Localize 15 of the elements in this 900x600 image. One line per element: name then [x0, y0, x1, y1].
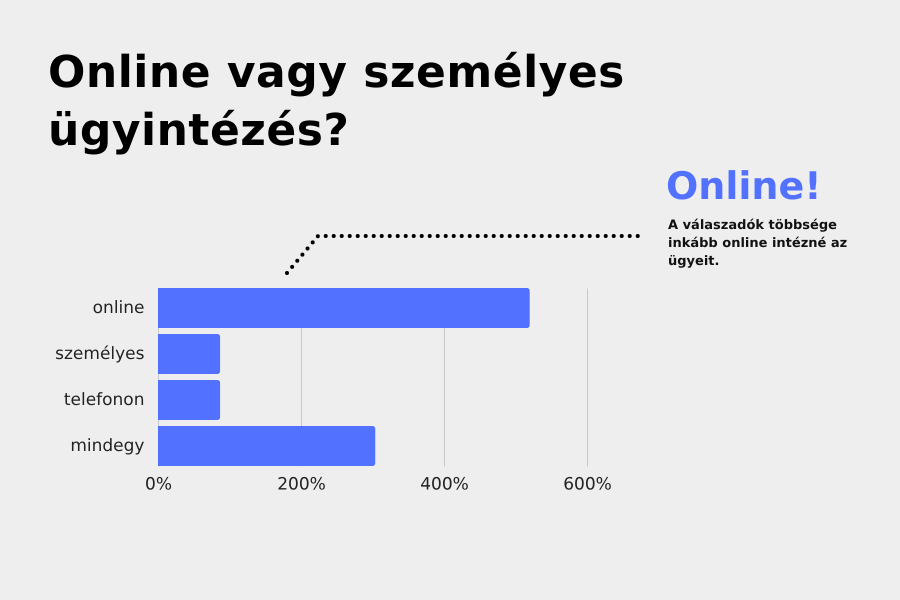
y-tick-label: mindegy: [70, 436, 144, 456]
x-tick-label: 0%: [145, 474, 172, 494]
bar: [158, 380, 220, 420]
x-tick-label: 400%: [420, 474, 469, 494]
text: Online!: [666, 164, 822, 208]
y-tick-label: telefonon: [64, 390, 144, 410]
y-tick-label: személyes: [55, 344, 145, 364]
bar: [158, 426, 376, 466]
bar: [158, 334, 220, 374]
bar: [158, 288, 530, 328]
text: A válaszadók többsége inkább online intézné az ügyeit.: [668, 217, 848, 271]
x-tick-label: 600%: [563, 474, 612, 494]
x-tick-label: 200%: [277, 474, 326, 494]
y-tick-label: online: [92, 298, 144, 318]
chart-title: Online vagy személyes ügyintézés?: [48, 46, 626, 158]
